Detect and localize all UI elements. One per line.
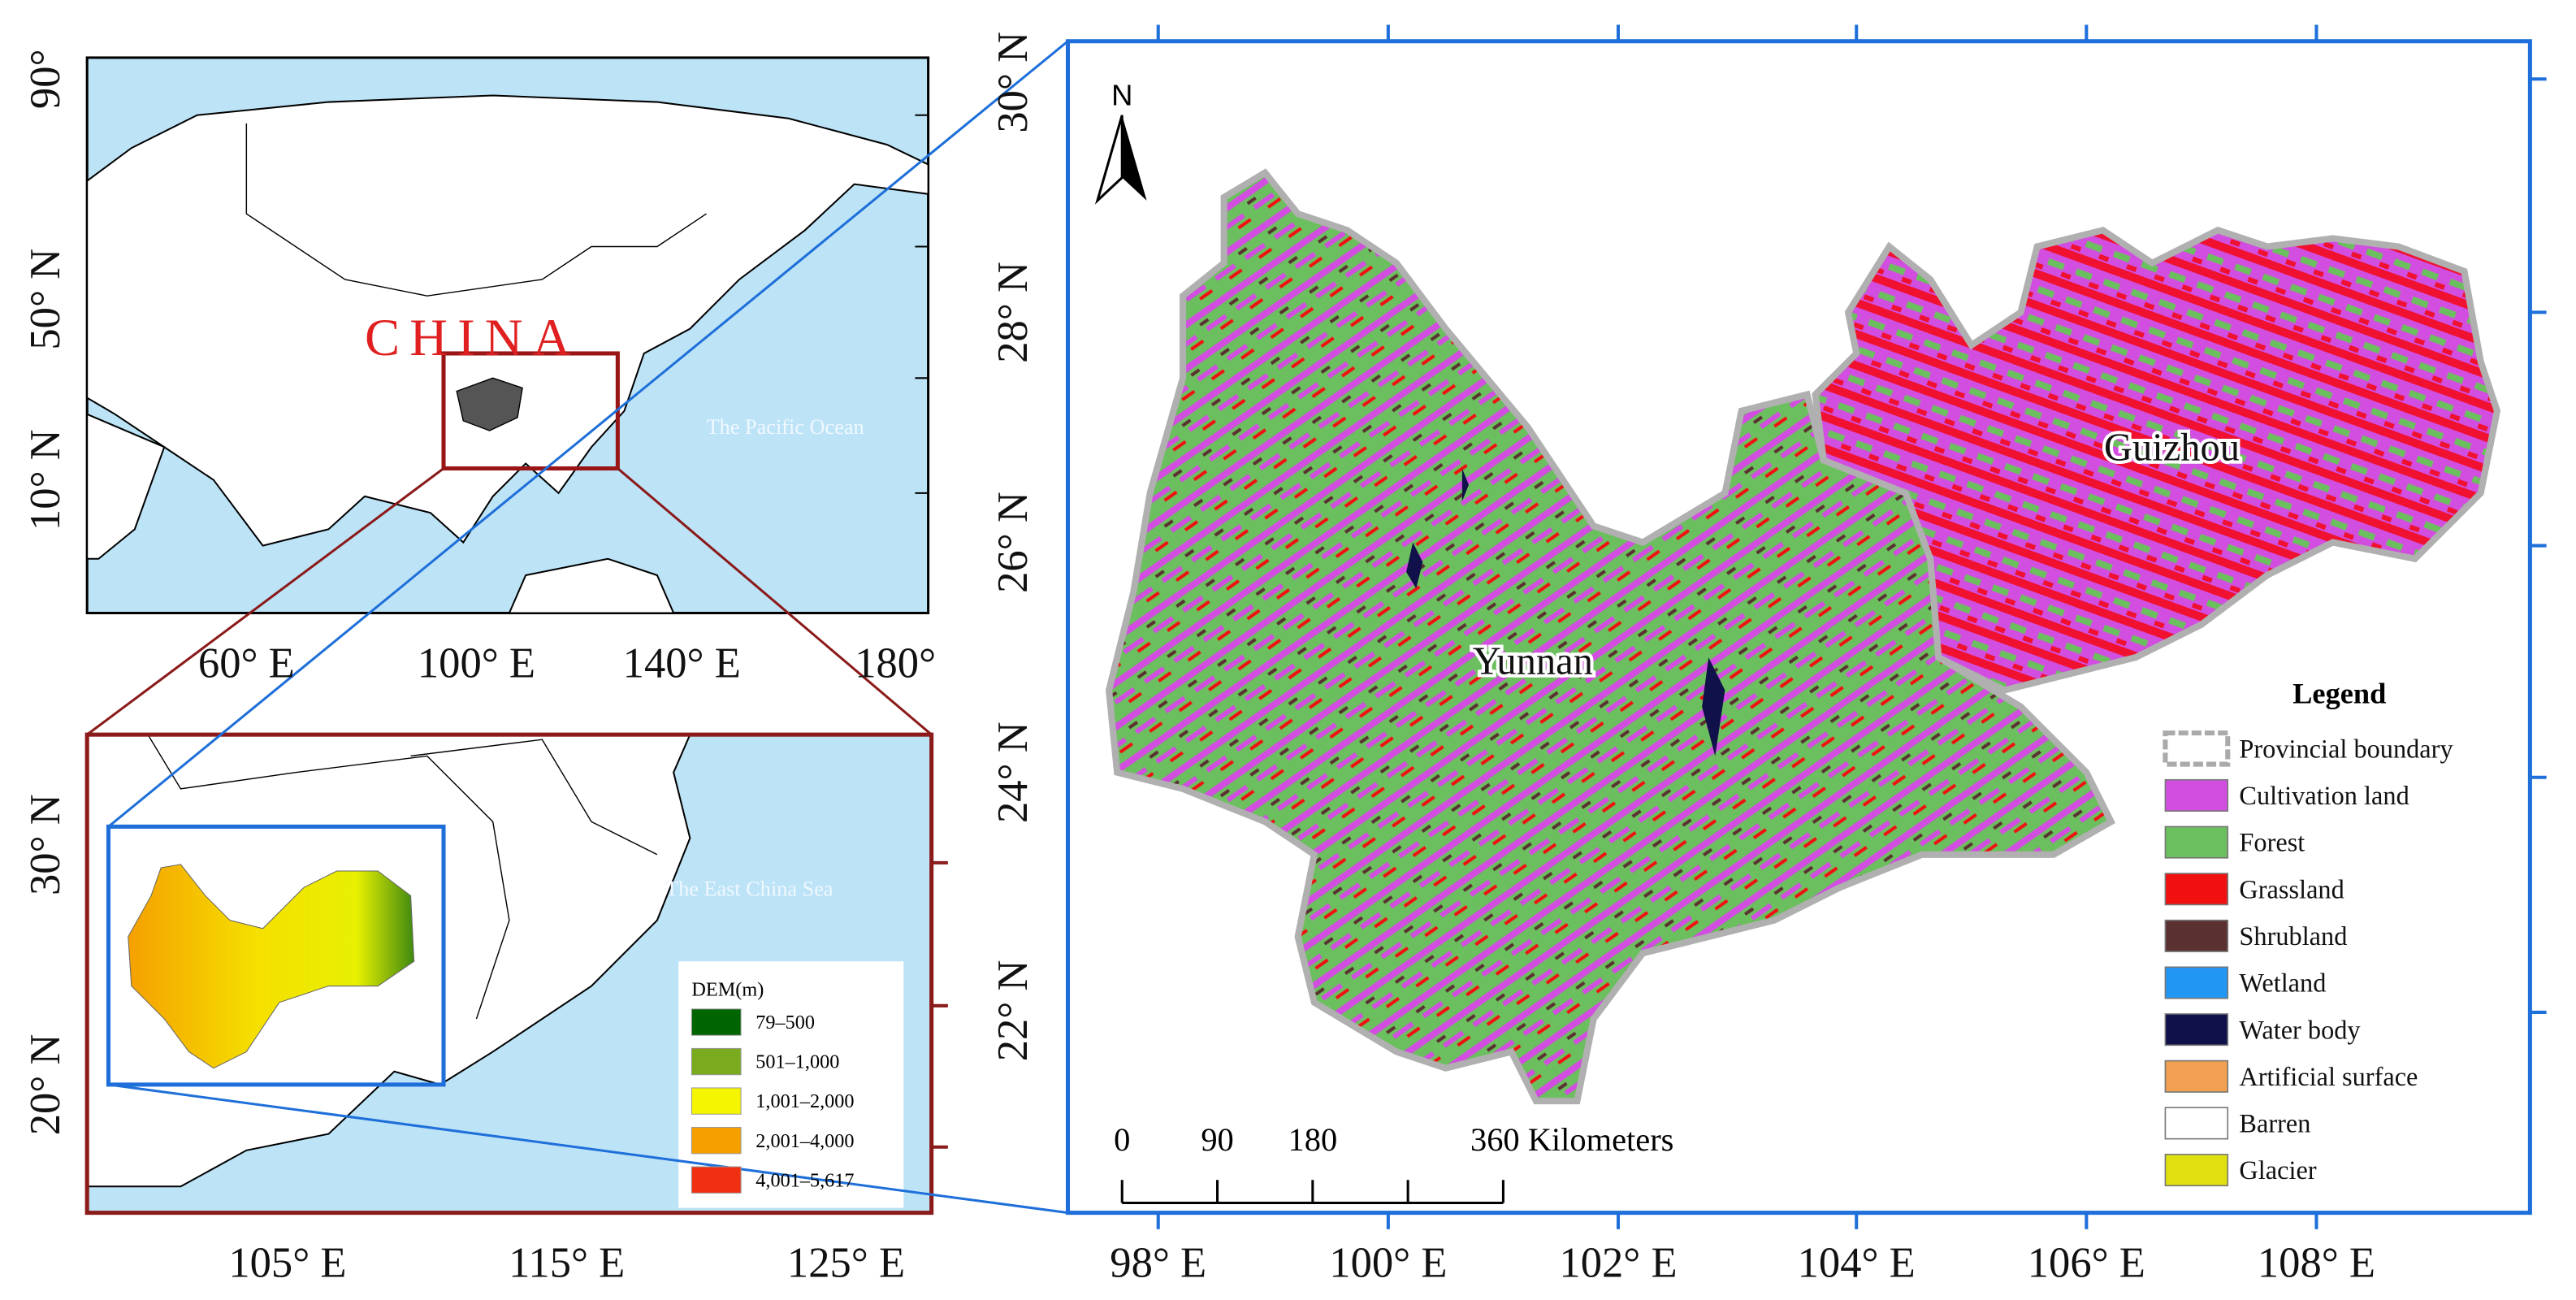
x-tick-label: 60° E [198, 639, 295, 687]
yunnan-area [1105, 168, 2116, 1105]
inset-study-area [128, 864, 415, 1069]
africa-land [86, 413, 166, 560]
legend-swatch [691, 1008, 742, 1036]
inset-frame [84, 732, 934, 1216]
scale-label: 360 Kilometers [1470, 1121, 1673, 1158]
north-arrow: N [1094, 79, 1147, 205]
legend-swatch [691, 1126, 742, 1155]
y-tick-label: 10° N [22, 429, 69, 531]
scale-bar [1120, 1180, 1504, 1205]
north-arrow-right [1122, 115, 1147, 201]
y-tick-label: 28° N [989, 262, 1037, 363]
x-tick-label: 108° E [2258, 1240, 2375, 1287]
scale-label: 0 [1114, 1121, 1130, 1158]
legend-swatch [691, 1166, 742, 1194]
scale-bar-ticks [1120, 1180, 1504, 1203]
legend-swatch [2163, 730, 2231, 767]
country-borders [245, 123, 707, 297]
legend-label: Glacier [2239, 1155, 2316, 1185]
legend-swatch [2164, 1154, 2229, 1187]
legend-label: Forest [2239, 828, 2305, 857]
x-tick-label: 98° E [1110, 1240, 1206, 1287]
x-tick-label: 104° E [1798, 1240, 1916, 1287]
legend-title: DEM(m) [691, 979, 764, 1001]
study-connector [107, 40, 1069, 828]
legend-label: 501–1,000 [755, 1051, 839, 1073]
legend-label: 2,001–4,000 [755, 1130, 854, 1152]
legend-swatch [2164, 1060, 2229, 1093]
y-tick-label: 30° N [22, 794, 69, 895]
legend-swatch [2164, 1107, 2229, 1140]
province-label: Yunnan [1473, 639, 1593, 682]
zoom-connector [617, 467, 933, 736]
zoom-connector [86, 467, 444, 736]
study-box [106, 824, 446, 1087]
inset-borders [410, 739, 658, 856]
study-connector [108, 1083, 1068, 1215]
legend-label: Provincial boundary [2239, 734, 2453, 763]
australia-land [508, 557, 675, 614]
legend-label: Shrubland [2239, 921, 2347, 951]
x-tick-label: 180° [855, 639, 936, 687]
y-tick-label: 30° N [989, 32, 1037, 133]
study-area [456, 377, 523, 431]
legend-swatch [2164, 919, 2229, 952]
x-tick-label: 106° E [2028, 1240, 2145, 1287]
legend-label: 79–500 [755, 1012, 815, 1034]
legend-swatch [2164, 778, 2229, 812]
legend-label: Water body [2239, 1015, 2361, 1044]
y-tick-label: 24° N [989, 722, 1037, 823]
scale-label: 90 [1201, 1121, 1233, 1158]
legend-title: Legend [2292, 678, 2386, 710]
legend-swatch [691, 1087, 742, 1115]
legend-swatch [2164, 873, 2229, 906]
country-label: CHINA [365, 308, 581, 366]
x-tick-label: 100° E [1329, 1240, 1447, 1287]
legend-label: 1,001–2,000 [755, 1090, 854, 1112]
x-tick-label: 105° E [228, 1240, 346, 1287]
north-label: N [1111, 79, 1132, 112]
legend-label: Artificial surface [2239, 1062, 2418, 1091]
y-tick-label: 20° N [22, 1034, 69, 1136]
legend-label: 4,001–5,617 [755, 1169, 854, 1191]
x-tick-label: 140° E [623, 639, 741, 687]
x-tick-label: 102° E [1559, 1240, 1677, 1287]
x-tick-label: 115° E [509, 1240, 625, 1287]
legend-swatch [2164, 826, 2229, 859]
guizhou-area [1812, 226, 2501, 694]
legend-label: Wetland [2239, 968, 2326, 998]
legend-swatch [691, 1047, 742, 1076]
scale-label: 180 [1288, 1121, 1338, 1158]
y-tick-label: 22° N [989, 960, 1037, 1062]
province-label: Guizhou [2104, 426, 2240, 469]
x-tick-label: 125° E [787, 1240, 905, 1287]
x-tick-label: 100° E [418, 639, 535, 687]
legend-swatch [2164, 966, 2229, 999]
inset-borders [147, 734, 510, 1020]
legend-label: Grassland [2239, 874, 2344, 904]
y-tick-label: 90° [22, 49, 69, 109]
eurasia-land [86, 94, 929, 547]
legend-label: Cultivation land [2239, 781, 2409, 810]
ocean-label: The Pacific Ocean [707, 415, 864, 439]
y-tick-label: 26° N [989, 492, 1037, 593]
y-tick-label: 50° N [22, 249, 69, 350]
legend-swatch [2164, 1013, 2229, 1046]
legend-label: Barren [2239, 1109, 2310, 1138]
sea-label: The East China Sea [665, 877, 833, 900]
